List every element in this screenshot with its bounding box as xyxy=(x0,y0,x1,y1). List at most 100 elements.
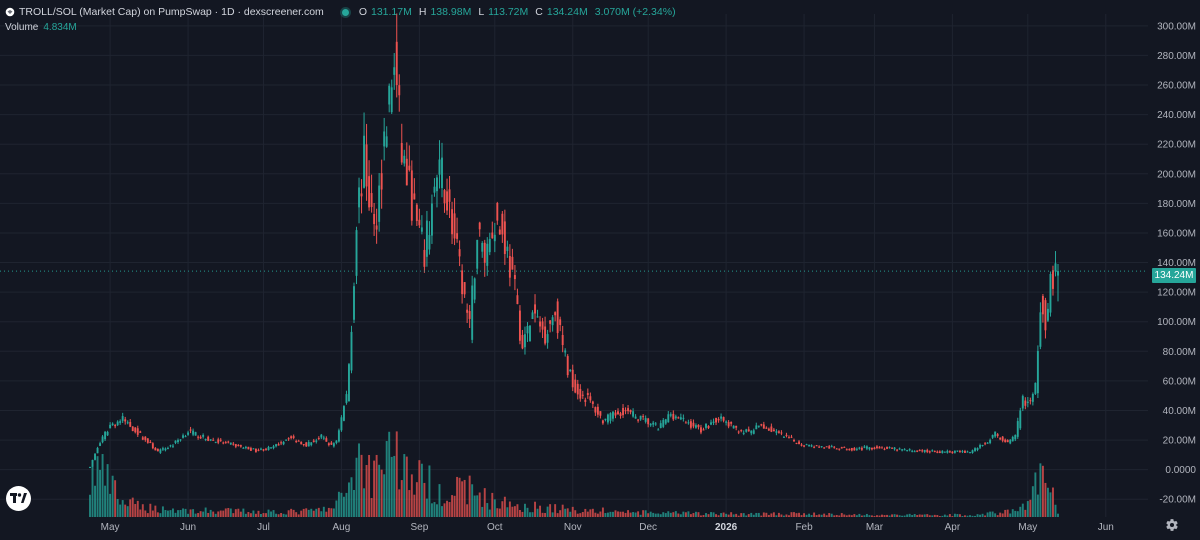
price-axis[interactable]: 300.00M 280.00M 260.00M 240.00M 220.00M 200.0… xyxy=(1157,21,1196,505)
candle-body xyxy=(136,428,139,435)
change-value: 3.070M (+2.34%) xyxy=(594,6,676,18)
volume-bar xyxy=(222,510,225,517)
volume-bar xyxy=(124,504,127,517)
volume-bar xyxy=(579,513,582,517)
candle-body xyxy=(325,438,328,442)
candle-body xyxy=(353,286,355,320)
volume-bar xyxy=(835,514,838,517)
candle-body xyxy=(765,427,768,429)
volume-bar xyxy=(546,506,549,517)
volume-bar xyxy=(239,511,242,517)
candle-body xyxy=(114,424,117,427)
volume-bar xyxy=(697,512,700,517)
candle-body xyxy=(197,436,200,438)
volume-bar xyxy=(627,510,630,517)
candle-body xyxy=(624,410,627,412)
chart-title: TROLL/SOL (Market Cap) on PumpSwap · 1D … xyxy=(19,6,324,18)
price-tick-label: 180.00M xyxy=(1157,199,1196,210)
volume-bar xyxy=(881,514,883,517)
candle-body xyxy=(393,67,396,75)
candle-body xyxy=(848,449,851,451)
candle-body xyxy=(277,444,280,446)
volume-bar xyxy=(908,513,911,517)
candle-body xyxy=(823,447,826,449)
candle-body xyxy=(742,432,745,434)
candle-body xyxy=(991,435,994,438)
high-value: 138.98M xyxy=(430,6,472,18)
volume-bar xyxy=(423,482,426,517)
candle-body xyxy=(594,407,597,413)
time-axis[interactable]: May Jun Jul Aug Sep Oct Nov Dec 2026 Feb Mar Apr May… xyxy=(101,522,1114,533)
gear-icon[interactable] xyxy=(1164,517,1180,533)
candle-body xyxy=(722,417,725,421)
volume-bar xyxy=(481,506,484,517)
volume-bar xyxy=(737,515,740,517)
candle-body xyxy=(1016,421,1019,437)
candle-body xyxy=(1006,440,1009,443)
candle-body xyxy=(1054,263,1057,272)
candle-body xyxy=(166,447,169,449)
volume-bar xyxy=(242,508,245,517)
candle-body xyxy=(898,448,901,450)
candle-body xyxy=(448,189,451,202)
candle-body xyxy=(141,437,144,440)
volume-bar xyxy=(780,514,783,517)
volume-bar xyxy=(722,512,725,517)
candle-body xyxy=(760,424,763,426)
volume-bar xyxy=(642,510,645,517)
volume-bar xyxy=(287,510,290,517)
candle-body xyxy=(317,437,320,439)
candle-body xyxy=(762,424,765,429)
candle-body xyxy=(1029,400,1032,402)
candle-body xyxy=(438,159,441,175)
volume-bar xyxy=(413,494,416,517)
price-tick-label: 300.00M xyxy=(1157,21,1196,32)
candle-body xyxy=(549,320,552,324)
volume-bar xyxy=(212,511,215,517)
candle-body xyxy=(1004,439,1007,443)
volume-bar xyxy=(586,511,589,517)
candle-body xyxy=(840,447,843,449)
candle-body xyxy=(164,448,167,451)
candle-body xyxy=(144,436,147,440)
volume-bar xyxy=(868,515,871,517)
volume-bar xyxy=(141,504,144,517)
candle-body xyxy=(614,412,617,416)
candle-body xyxy=(1021,396,1024,409)
volume-bar xyxy=(1006,509,1009,517)
candle-body xyxy=(473,278,476,300)
candle-body xyxy=(96,447,99,454)
tradingview-logo-icon[interactable] xyxy=(6,486,31,511)
candle-body xyxy=(544,326,547,344)
candle-body xyxy=(702,429,705,431)
volume-bar xyxy=(901,515,904,517)
volume-bar xyxy=(506,507,509,517)
time-tick-label: Jul xyxy=(257,522,270,533)
volume-bar xyxy=(800,515,803,517)
candle-body xyxy=(820,446,823,448)
candle-body xyxy=(777,431,780,433)
volume-bar xyxy=(342,496,345,517)
candle-body xyxy=(187,432,190,435)
candle-body xyxy=(428,234,431,250)
candle-body xyxy=(664,419,667,424)
volume-bar xyxy=(410,474,413,517)
candle-body xyxy=(564,350,567,353)
candle-body xyxy=(677,417,680,419)
volume-bar xyxy=(659,514,662,517)
candle-body xyxy=(383,131,386,147)
candle-body xyxy=(974,448,976,451)
volume-bar xyxy=(94,485,96,517)
candle-body xyxy=(508,255,511,278)
volume-bar xyxy=(632,512,635,517)
candle-body xyxy=(634,416,637,419)
volume-bar xyxy=(139,509,142,517)
volume-bar xyxy=(305,508,308,517)
volume-bar xyxy=(662,512,665,517)
volume-bar xyxy=(425,498,428,517)
volume-bar xyxy=(390,456,393,517)
volume-bar xyxy=(237,508,240,517)
candle-body xyxy=(524,334,526,348)
